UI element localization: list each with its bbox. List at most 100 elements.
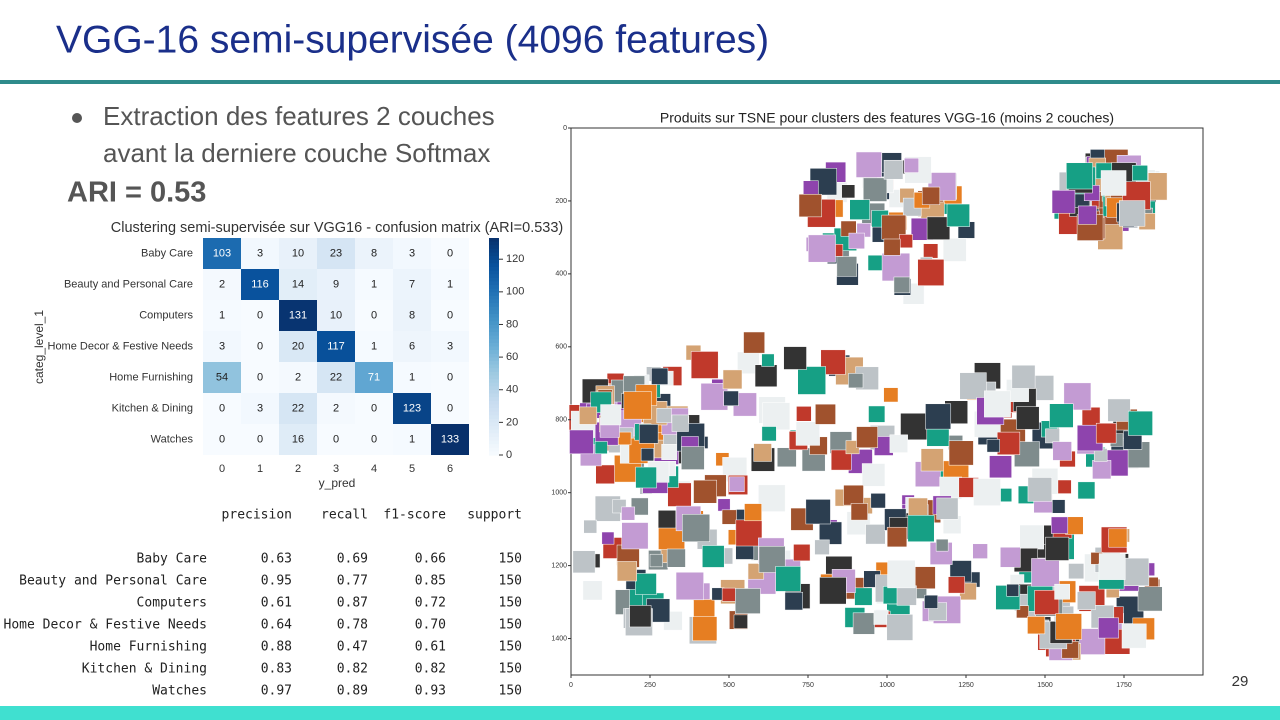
colorbar-segment bbox=[489, 371, 499, 377]
thumbnail bbox=[908, 497, 928, 518]
heatmap-cell bbox=[241, 300, 279, 331]
heatmap-cell bbox=[203, 300, 241, 331]
thumbnail bbox=[744, 503, 762, 522]
heatmap-cell bbox=[317, 238, 355, 269]
thumbnail bbox=[733, 614, 748, 629]
colorbar-segment bbox=[489, 415, 499, 420]
thumbnail bbox=[629, 605, 652, 628]
cell-label: 0 bbox=[257, 371, 263, 383]
thumbnail bbox=[594, 441, 608, 454]
report-row-label: Watches bbox=[152, 684, 207, 699]
cell-label: 6 bbox=[409, 340, 415, 352]
cell-label: 0 bbox=[219, 433, 225, 445]
thumbnail bbox=[600, 404, 622, 426]
colorbar-segment bbox=[489, 285, 499, 290]
colorbar-segment bbox=[489, 277, 499, 282]
thumbnail bbox=[883, 159, 904, 180]
colorbar-segment bbox=[489, 266, 499, 272]
thumbnail bbox=[907, 515, 935, 542]
report-cell: 150 bbox=[499, 618, 522, 633]
thumbnail bbox=[840, 220, 857, 237]
thumbnail bbox=[583, 519, 598, 534]
cell-label: 54 bbox=[216, 371, 228, 383]
heatmap-cell bbox=[393, 424, 431, 455]
report-cell: 0.78 bbox=[337, 618, 368, 633]
tsne-title: Produits sur TSNE pour clusters des feat… bbox=[660, 110, 1114, 126]
cell-label: 131 bbox=[289, 309, 307, 321]
heatmap-cell bbox=[279, 424, 317, 455]
thumbnail bbox=[917, 259, 945, 286]
heatmap-cell bbox=[393, 362, 431, 393]
thumbnail bbox=[723, 390, 739, 406]
cell-label: 10 bbox=[292, 247, 304, 259]
thumbnail bbox=[1066, 162, 1093, 190]
y-tick-label: Baby Care bbox=[141, 247, 193, 259]
thumbnail bbox=[887, 559, 916, 589]
colorbar-segment bbox=[489, 360, 499, 366]
report-cell: 0.63 bbox=[261, 552, 292, 567]
thumbnail bbox=[635, 466, 657, 489]
heatmap-cell bbox=[393, 331, 431, 362]
report-cell: 0.89 bbox=[337, 684, 368, 699]
thumbnail bbox=[798, 193, 822, 218]
thumbnail bbox=[873, 609, 889, 625]
thumbnail bbox=[671, 414, 689, 432]
heatmap-cell bbox=[355, 393, 393, 424]
thumbnail bbox=[841, 184, 856, 199]
heatmap-cell bbox=[355, 362, 393, 393]
heatmap-cell bbox=[355, 300, 393, 331]
report-cell: 0.77 bbox=[337, 574, 368, 589]
slide-title: VGG-16 semi-supervisée (4096 features) bbox=[56, 18, 769, 61]
thumbnail bbox=[753, 443, 772, 462]
thumbnail bbox=[946, 203, 970, 227]
thumbnail bbox=[814, 539, 830, 555]
cell-label: 103 bbox=[213, 247, 231, 259]
heatmap-cell bbox=[355, 424, 393, 455]
colorbar-segment bbox=[489, 288, 499, 293]
report-cell: 0.69 bbox=[337, 552, 368, 567]
colorbar-segment bbox=[489, 342, 499, 348]
heatmap-cell bbox=[431, 424, 469, 455]
colorbar-segment bbox=[489, 321, 499, 326]
thumbnail bbox=[1027, 477, 1053, 502]
thumbnail bbox=[721, 509, 737, 525]
thumbnail bbox=[836, 256, 858, 277]
heatmap-cell bbox=[279, 238, 317, 269]
thumbnail bbox=[1045, 536, 1070, 561]
thumbnail bbox=[807, 234, 836, 263]
thumbnail bbox=[775, 566, 801, 592]
thumbnail bbox=[850, 503, 868, 521]
cell-label: 1 bbox=[409, 371, 415, 383]
cell-label: 1 bbox=[447, 278, 453, 290]
cell-label: 0 bbox=[447, 247, 453, 259]
thumbnail bbox=[870, 493, 886, 509]
thumbnail bbox=[635, 573, 657, 595]
bullet-dot bbox=[72, 113, 82, 123]
colorbar-segment bbox=[489, 433, 499, 438]
report-cell: 0.64 bbox=[261, 618, 292, 633]
colorbar-segment bbox=[489, 339, 499, 344]
cell-label: 8 bbox=[409, 309, 415, 321]
cell-label: 0 bbox=[257, 340, 263, 352]
thumbnail bbox=[692, 616, 718, 642]
thumbnail bbox=[935, 538, 949, 552]
thumbnail bbox=[1132, 165, 1148, 181]
heatmap-title: Clustering semi-supervisée sur VGG16 - c… bbox=[111, 220, 564, 236]
heatmap-cell bbox=[393, 269, 431, 300]
colorbar-segment bbox=[489, 241, 499, 246]
thumbnail bbox=[623, 391, 652, 420]
colorbar-segment bbox=[489, 444, 499, 449]
cell-label: 3 bbox=[219, 340, 225, 352]
cell-label: 1 bbox=[371, 340, 377, 352]
thumbnail bbox=[924, 594, 938, 609]
thumbnail bbox=[1045, 428, 1060, 444]
cell-label: 1 bbox=[409, 433, 415, 445]
y-tick-label: Watches bbox=[151, 433, 194, 445]
x-tick-label: 1500 bbox=[1037, 682, 1053, 689]
heatmap-cell bbox=[355, 238, 393, 269]
thumbnail bbox=[1051, 190, 1076, 214]
cell-label: 1 bbox=[371, 278, 377, 290]
cell-label: 2 bbox=[219, 278, 225, 290]
report-cell: 0.47 bbox=[337, 640, 368, 655]
